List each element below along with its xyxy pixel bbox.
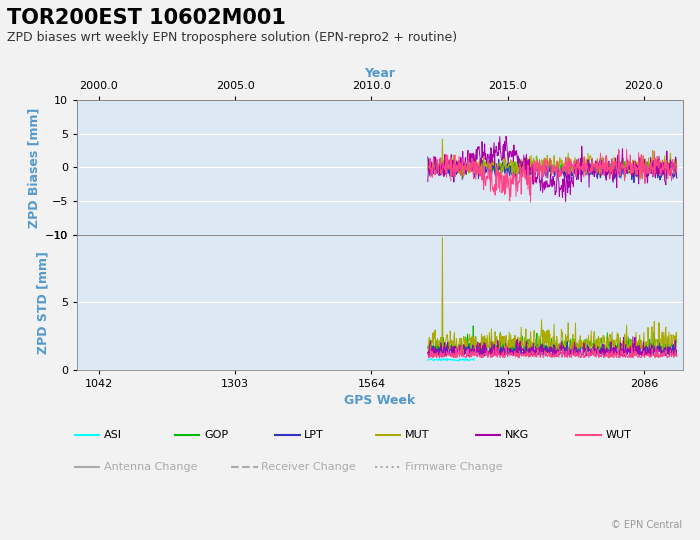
Text: Antenna Change: Antenna Change: [104, 462, 197, 472]
Text: NKG: NKG: [505, 430, 529, 440]
Text: ASI: ASI: [104, 430, 122, 440]
Text: LPT: LPT: [304, 430, 324, 440]
X-axis label: GPS Week: GPS Week: [344, 395, 415, 408]
Text: MUT: MUT: [405, 430, 429, 440]
Text: ZPD biases wrt weekly EPN troposphere solution (EPN-repro2 + routine): ZPD biases wrt weekly EPN troposphere so…: [7, 31, 457, 44]
Text: Receiver Change: Receiver Change: [261, 462, 356, 472]
Text: WUT: WUT: [606, 430, 631, 440]
Text: GOP: GOP: [204, 430, 228, 440]
Text: © EPN Central: © EPN Central: [611, 520, 682, 530]
Text: Firmware Change: Firmware Change: [405, 462, 502, 472]
Y-axis label: ZPD Biases [mm]: ZPD Biases [mm]: [27, 107, 41, 227]
X-axis label: Year: Year: [364, 67, 395, 80]
Y-axis label: ZPD STD [mm]: ZPD STD [mm]: [37, 251, 50, 354]
Text: TOR200EST 10602M001: TOR200EST 10602M001: [7, 8, 286, 28]
